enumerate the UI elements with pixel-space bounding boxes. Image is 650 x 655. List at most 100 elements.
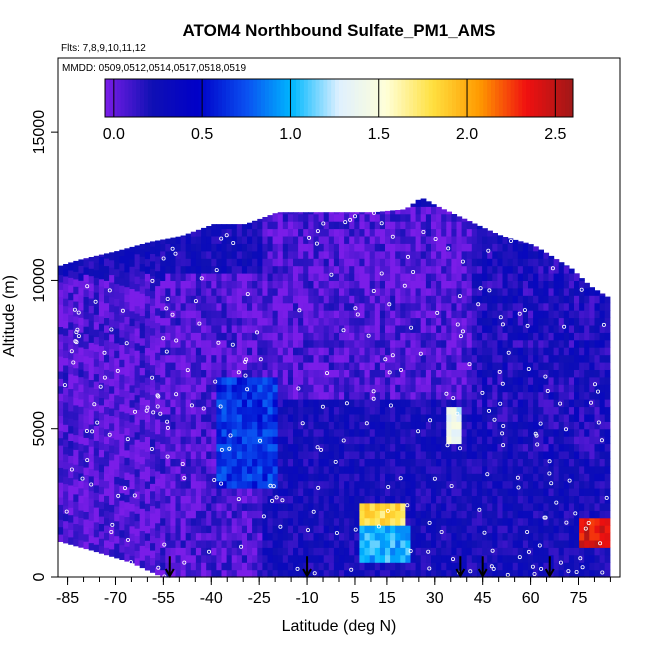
heatmap-cell	[195, 525, 202, 534]
heatmap-cell	[231, 224, 238, 230]
heatmap-cell	[568, 317, 575, 326]
heatmap-cell	[298, 458, 304, 467]
heatmap-cell	[594, 384, 601, 393]
heatmap-cell	[333, 221, 340, 230]
heatmap-cell	[195, 399, 202, 408]
heatmap-cell	[589, 310, 595, 319]
heatmap-cell	[471, 488, 478, 496]
heatmap-cell	[267, 384, 274, 393]
heatmap-cell	[257, 488, 263, 496]
heatmap-cell	[344, 317, 350, 326]
heatmap-cell	[441, 324, 447, 333]
heatmap-cell	[119, 455, 125, 464]
heatmap-cell	[109, 289, 115, 298]
heatmap-cell	[150, 505, 156, 514]
heatmap-cell	[538, 406, 544, 415]
heatmap-cell	[369, 525, 376, 534]
heatmap-cell	[93, 484, 100, 493]
heatmap-cell	[282, 569, 289, 578]
heatmap-cell	[287, 458, 294, 467]
heatmap-cell	[379, 495, 386, 504]
heatmap-cell	[252, 369, 258, 378]
heatmap-cell	[584, 488, 590, 496]
heatmap-cell	[512, 399, 519, 408]
heatmap-cell	[410, 406, 417, 415]
heatmap-cell	[369, 465, 376, 474]
heatmap-cell	[533, 362, 539, 370]
heatmap-cell	[170, 532, 177, 541]
heatmap-cell	[410, 399, 417, 408]
heatmap-cell	[160, 428, 166, 437]
heatmap-cell	[395, 421, 401, 430]
heatmap-cell	[461, 339, 468, 348]
heatmap-cell	[451, 391, 458, 400]
heatmap-cell	[236, 384, 243, 393]
heatmap-cell	[150, 290, 156, 299]
heatmap-cell	[124, 412, 131, 421]
heatmap-cell	[236, 295, 243, 304]
heatmap-cell	[400, 213, 406, 222]
heatmap-cell	[533, 310, 539, 319]
heatmap-cell	[114, 350, 120, 359]
heatmap-cell	[456, 473, 463, 482]
heatmap-cell	[195, 554, 202, 563]
heatmap-cell	[241, 376, 248, 385]
heatmap-cell	[369, 295, 376, 304]
heatmap-cell	[313, 317, 320, 326]
heatmap-cell	[247, 421, 253, 430]
heatmap-cell	[574, 273, 580, 281]
heatmap-cell	[410, 369, 417, 378]
heatmap-cell	[252, 554, 258, 563]
heatmap-cell	[175, 428, 182, 437]
heatmap-cell	[584, 495, 590, 504]
heatmap-cell	[68, 484, 74, 493]
heatmap-cell	[206, 465, 212, 474]
heatmap-cell	[522, 443, 529, 452]
heatmap-cell	[492, 562, 498, 571]
heatmap-cell	[313, 480, 320, 489]
heatmap-cell	[579, 317, 585, 326]
heatmap-cell	[282, 451, 289, 459]
heatmap-cell	[395, 406, 401, 415]
heatmap-cell	[98, 308, 105, 317]
heatmap-cell	[58, 422, 64, 431]
heatmap-cell	[328, 532, 335, 541]
heatmap-cell	[93, 403, 100, 412]
heatmap-cell	[201, 391, 207, 400]
heatmap-cell	[502, 413, 509, 422]
heatmap-cell	[190, 250, 197, 259]
heatmap-cell	[318, 458, 325, 467]
heatmap-cell	[206, 399, 212, 408]
heatmap-cell	[558, 347, 565, 356]
heatmap-cell	[533, 458, 539, 467]
heatmap-cell	[568, 480, 575, 489]
heatmap-cell	[339, 250, 345, 259]
heatmap-cell	[528, 339, 534, 348]
heatmap-cell	[190, 391, 197, 400]
heatmap-cell	[497, 354, 504, 363]
heatmap-cell	[109, 534, 115, 542]
heatmap-cell	[466, 391, 473, 400]
heatmap-cell	[333, 443, 340, 452]
heatmap-cell	[282, 265, 289, 274]
heatmap-cell	[303, 302, 309, 311]
heatmap-cell	[533, 265, 539, 274]
heatmap-cell	[512, 265, 519, 274]
heatmap-cell	[405, 354, 412, 363]
heatmap-cell	[221, 384, 228, 393]
heatmap-cell	[323, 391, 330, 400]
heatmap-cell	[78, 376, 85, 385]
heatmap-cell	[165, 547, 171, 556]
heatmap-cell	[436, 280, 442, 289]
heatmap-cell	[436, 562, 442, 571]
heatmap-cell	[272, 399, 279, 408]
heatmap-cell	[247, 376, 253, 385]
heatmap-cell	[134, 245, 141, 247]
heatmap-cell	[395, 280, 401, 289]
heatmap-cell	[93, 292, 100, 300]
heatmap-cell	[231, 302, 238, 311]
heatmap-cell	[369, 443, 376, 452]
heatmap-cell	[492, 295, 498, 304]
heatmap-cell	[374, 569, 381, 578]
heatmap-cell	[344, 406, 350, 415]
